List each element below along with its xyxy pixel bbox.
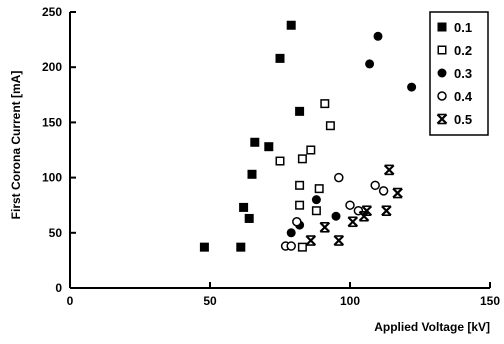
data-point-series-0.4 [286, 241, 296, 251]
x-ticks: 0 50 100 150 [67, 282, 500, 308]
data-point-series-0.2 [325, 121, 335, 131]
legend-label: 0.4 [454, 89, 473, 104]
data-point-series-0.1 [295, 106, 305, 116]
y-ticks: 0 50 100 150 200 250 [42, 5, 76, 295]
x-axis-label: Applied Voltage [kV] [374, 320, 490, 334]
data-point-series-0.5 [347, 216, 359, 228]
legend-marker-0.5 [436, 113, 448, 125]
data-point-series-0.2 [297, 242, 307, 252]
x-tick-label: 100 [340, 294, 360, 308]
axes [69, 12, 490, 289]
x-tick-label: 50 [203, 294, 217, 308]
data-point-series-0.1 [247, 169, 257, 179]
data-point-series-0.2 [314, 184, 324, 194]
legend-marker-0.1 [437, 22, 447, 32]
data-point-series-0.2 [297, 154, 307, 164]
data-point-series-0.2 [306, 145, 316, 155]
data-point-series-0.1 [250, 137, 260, 147]
data-point-series-0.1 [199, 242, 209, 252]
data-point-series-0.4 [292, 217, 302, 227]
data-point-series-0.3 [286, 228, 296, 238]
y-tick-label: 50 [49, 226, 63, 240]
data-point-series-0.5 [361, 205, 373, 217]
data-point-series-0.3 [373, 31, 383, 41]
y-tick-label: 100 [42, 171, 62, 185]
legend-marker-0.3 [437, 68, 447, 78]
data-point-series-0.1 [239, 202, 249, 212]
data-point-series-0.2 [295, 180, 305, 190]
legend-label: 0.1 [454, 20, 472, 35]
y-tick-label: 250 [42, 5, 62, 19]
data-point-series-0.5 [383, 164, 395, 176]
data-point-series-0.2 [320, 99, 330, 109]
data-point-series-0.2 [311, 206, 321, 216]
x-tick-label: 150 [480, 294, 500, 308]
data-point-series-0.2 [275, 156, 285, 166]
data-point-series-0.3 [407, 82, 417, 92]
data-points [199, 20, 417, 252]
data-point-series-0.3 [311, 195, 321, 205]
data-point-series-0.4 [334, 172, 344, 183]
y-tick-label: 150 [42, 115, 62, 129]
data-point-series-0.5 [392, 187, 403, 199]
data-point-series-0.4 [378, 186, 389, 196]
legend-label: 0.5 [454, 112, 472, 127]
data-point-series-0.1 [244, 213, 254, 223]
data-point-series-0.1 [236, 242, 246, 252]
data-point-series-0.1 [264, 142, 274, 152]
data-point-series-0.4 [370, 180, 380, 191]
y-axis-label: First Corona Current [mA] [9, 71, 23, 220]
data-point-series-0.3 [365, 59, 375, 69]
data-point-series-0.5 [381, 205, 392, 217]
legend-label: 0.3 [454, 66, 472, 81]
data-point-series-0.4 [345, 200, 355, 210]
data-point-series-0.1 [286, 20, 296, 30]
x-tick-label: 0 [67, 294, 74, 308]
data-point-series-0.3 [331, 211, 341, 221]
data-point-series-0.5 [305, 235, 317, 246]
data-point-series-0.5 [319, 221, 331, 233]
legend-marker-0.4 [437, 91, 447, 101]
legend-marker-0.2 [437, 45, 447, 55]
data-point-series-0.1 [275, 53, 285, 63]
legend-label: 0.2 [454, 43, 472, 58]
data-point-series-0.2 [295, 200, 305, 210]
legend: 0.1 0.2 0.3 0.4 0.5 [429, 11, 489, 136]
data-point-series-0.5 [358, 210, 370, 222]
y-tick-label: 0 [55, 281, 62, 295]
data-point-series-0.5 [333, 235, 345, 246]
y-tick-label: 200 [42, 60, 62, 74]
